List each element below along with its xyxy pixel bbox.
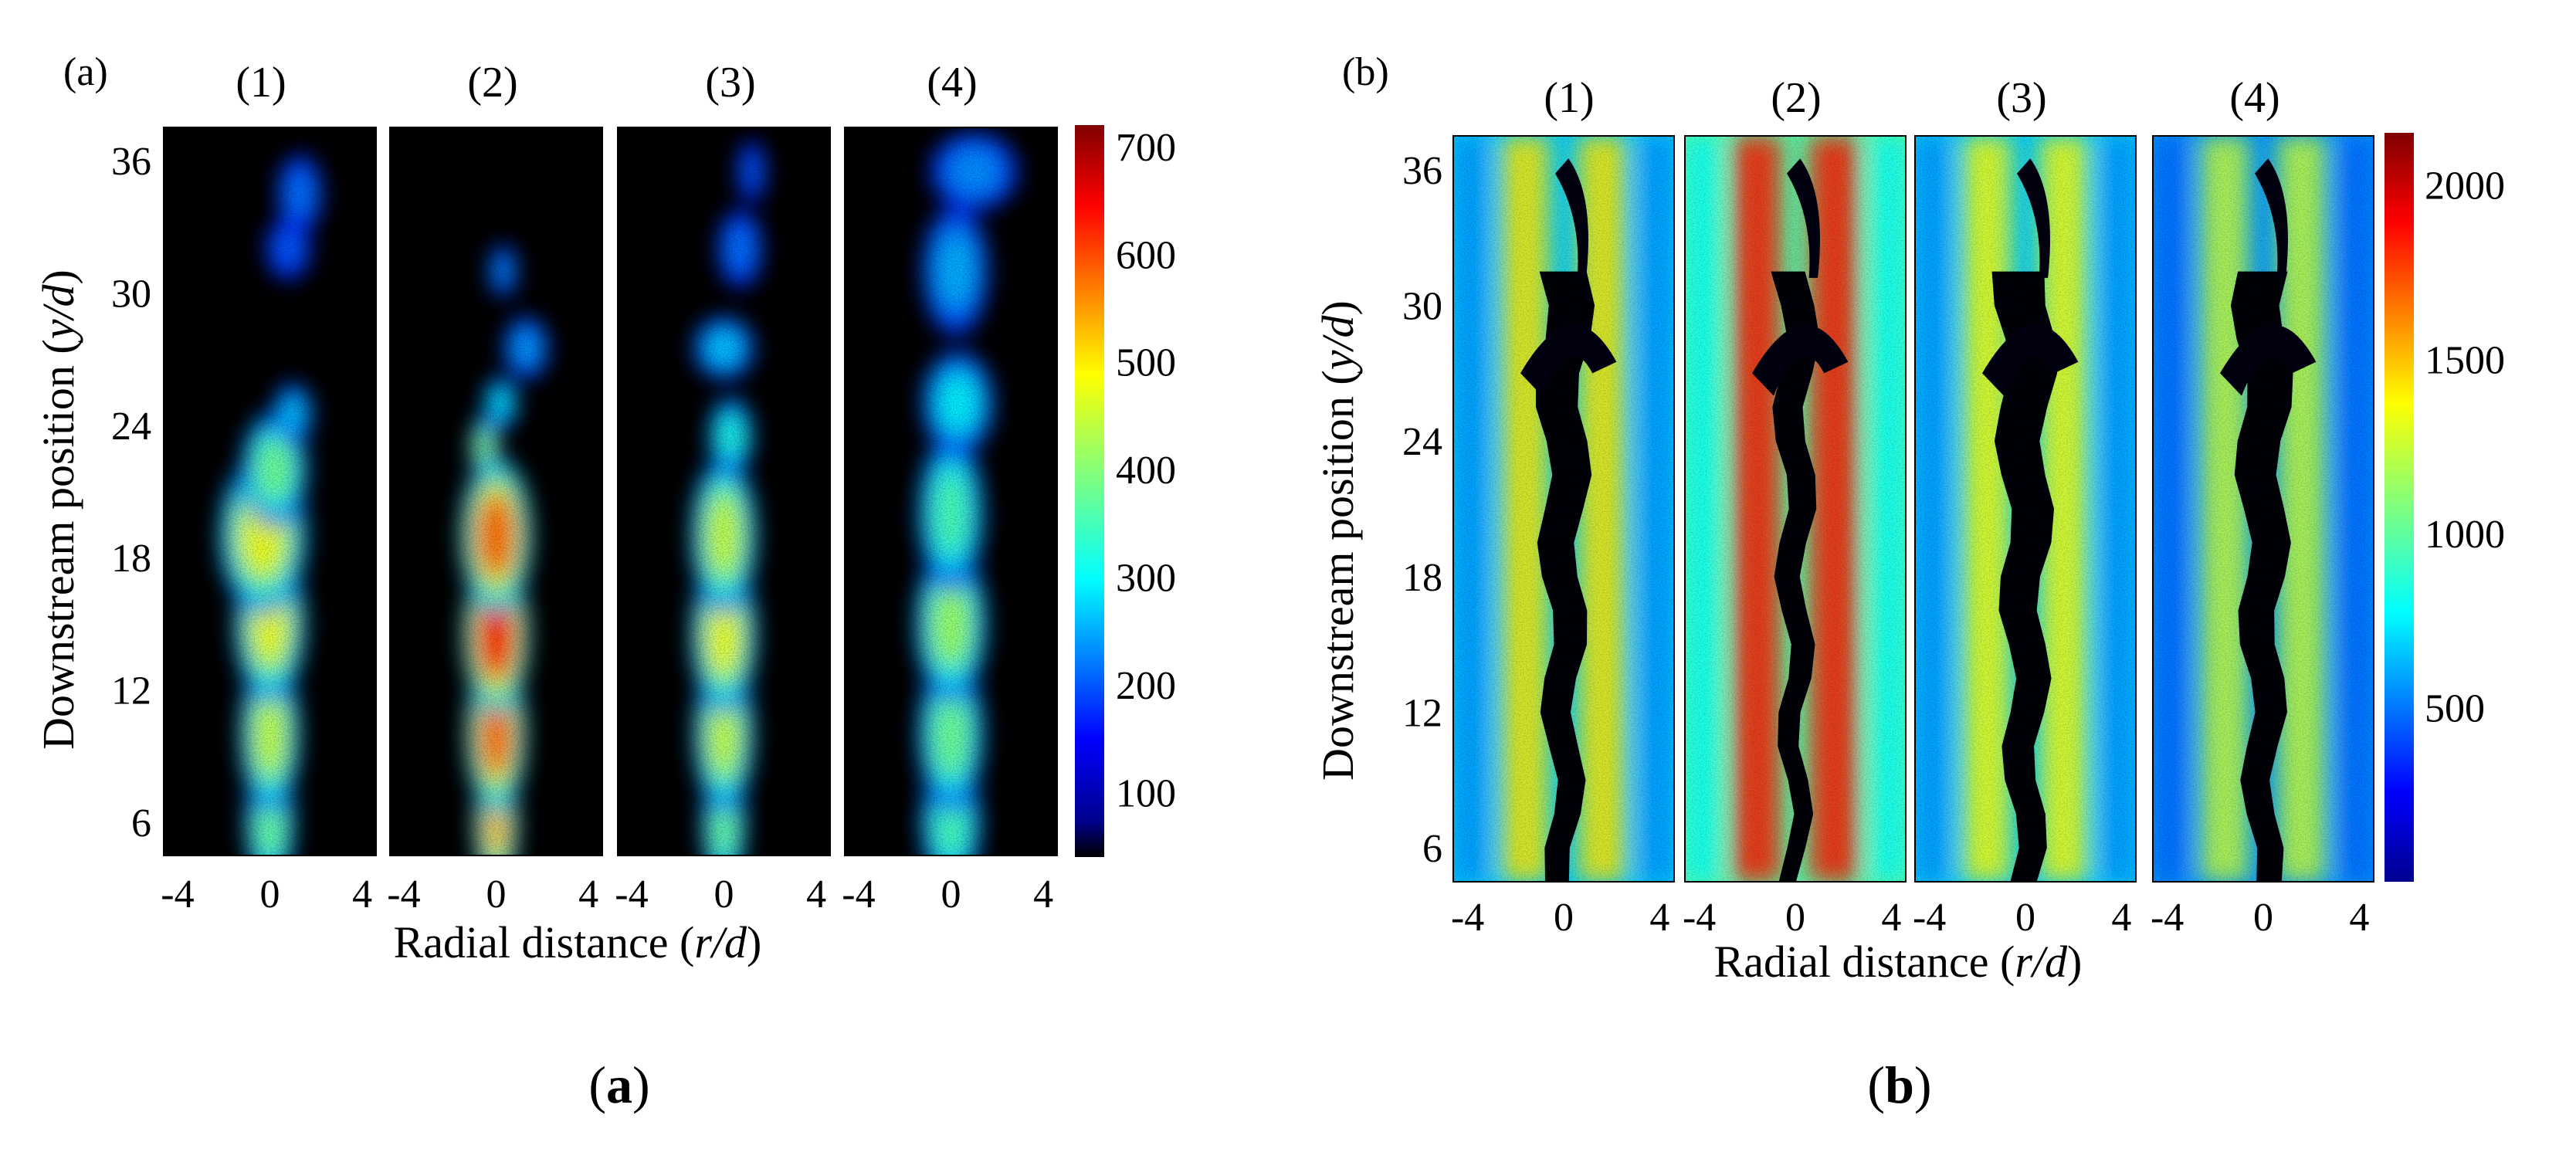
- panel-a-y-tick-labels: 6 12 18 24 30 36: [111, 140, 151, 845]
- colorbar-tick-label: 500: [1116, 341, 1176, 385]
- y-tick-label: 24: [1402, 420, 1442, 464]
- colorbar-tick-label: 600: [1116, 233, 1176, 277]
- y-tick-label: 36: [111, 140, 151, 184]
- colorbar-tick-label: 1500: [2425, 338, 2505, 382]
- x-tick-label: 0: [714, 872, 734, 917]
- heatmap-a3: [618, 127, 830, 856]
- x-tick-label: 0: [1785, 896, 1805, 940]
- x-tick-label: -4: [1451, 896, 1484, 940]
- colorbar-tick-label: 100: [1116, 771, 1176, 815]
- subplot-frame: [163, 127, 377, 856]
- x-tick-label: -4: [842, 872, 875, 917]
- y-tick-label: 18: [111, 537, 151, 581]
- colorbar-tick-label: 400: [1116, 449, 1176, 493]
- colorbar-tick-label: 700: [1116, 126, 1176, 170]
- colorbar-tick-label: 500: [2425, 686, 2485, 730]
- x-tick-label: 4: [806, 872, 826, 917]
- y-tick-label: 12: [1402, 691, 1442, 735]
- subplot-b2-title: (2): [1771, 74, 1821, 122]
- caption-a: (a): [588, 1055, 650, 1114]
- x-tick-label: 0: [2253, 896, 2273, 940]
- subplot-b3-title: (3): [1996, 74, 2046, 122]
- heatmap-b2: [1685, 136, 1906, 882]
- panel-b-y-axis-label: Downstream position (y/d): [1313, 300, 1363, 781]
- panel-b-subplot-titles: (1) (2) (3) (4): [1544, 74, 2279, 122]
- x-tick-label: 0: [486, 872, 507, 917]
- panel-a-subplot-titles: (1) (2) (3) (4): [236, 59, 977, 107]
- subplot-frame: [2152, 135, 2374, 883]
- panel-b-colorbar: [2384, 133, 2414, 882]
- subplot-a2-title: (2): [467, 59, 517, 107]
- panel-b-y-tick-labels: 6 12 18 24 30 36: [1402, 149, 1442, 871]
- x-tick-label: 4: [2111, 896, 2131, 940]
- x-tick-label: 0: [260, 872, 280, 917]
- x-tick-label: 4: [1033, 872, 1053, 917]
- x-tick-label: 0: [1554, 896, 1574, 940]
- x-tick-label: 4: [1649, 896, 1669, 940]
- y-tick-label: 6: [1422, 827, 1442, 871]
- x-tick-label: -4: [1683, 896, 1716, 940]
- caption-b: (b): [1867, 1055, 1932, 1114]
- colorbar-tick-label: 1000: [2425, 513, 2505, 557]
- x-tick-label: 4: [352, 872, 372, 917]
- x-tick-label: -4: [2151, 896, 2184, 940]
- y-tick-label: 12: [111, 669, 151, 713]
- subplot-frame: [844, 127, 1058, 856]
- x-tick-label: 0: [2015, 896, 2035, 940]
- x-tick-label: -4: [615, 872, 648, 917]
- panel-a: (a) (1) (2) (3) (4) 6 12 18 24 30 36 -4 0 4 -4 0 4…: [33, 50, 1176, 967]
- panel-b-x-axis-label: Radial distance (r/d): [1714, 937, 2083, 987]
- heatmap-a2: [390, 127, 602, 856]
- panel-a-colorbar: [1075, 125, 1104, 857]
- colorbar-tick-label: 200: [1116, 664, 1176, 708]
- subplot-a4-title: (4): [927, 59, 977, 107]
- subplot-a1-title: (1): [236, 59, 286, 107]
- panel-b-colorbar-tick-labels: 500 1000 1500 2000: [2425, 164, 2505, 731]
- panel-a-colorbar-tick-labels: 100 200 300 400 500 600 700: [1116, 126, 1176, 815]
- x-tick-label: -4: [1913, 896, 1946, 940]
- subplot-frame: [1914, 135, 2137, 883]
- x-tick-label: -4: [387, 872, 420, 917]
- heatmap-b4: [2153, 136, 2374, 882]
- subplot-frame: [617, 127, 831, 856]
- y-tick-label: 18: [1402, 556, 1442, 600]
- panel-a-x-tick-labels: -4 0 4 -4 0 4 -4 0 4 -4 0 4: [161, 872, 1053, 917]
- x-tick-label: 4: [2349, 896, 2369, 940]
- colorbar-tick-label: 300: [1116, 557, 1176, 601]
- panel-a-y-axis-label: Downstream position (y/d): [33, 269, 83, 750]
- y-tick-label: 24: [111, 405, 151, 449]
- panel-b-x-tick-labels: -4 0 4 -4 0 4 -4 0 4 -4 0 4: [1451, 896, 2369, 940]
- heatmap-a4: [845, 127, 1057, 856]
- panel-a-label: (a): [63, 50, 108, 94]
- x-tick-label: 4: [578, 872, 598, 917]
- panel-b-label: (b): [1342, 50, 1389, 94]
- heatmap-b1: [1453, 136, 1674, 882]
- y-tick-label: 30: [111, 272, 151, 316]
- panel-a-x-axis-label: Radial distance (r/d): [394, 917, 762, 967]
- x-tick-label: 4: [1881, 896, 1901, 940]
- y-tick-label: 6: [131, 801, 151, 845]
- subplot-frame: [389, 127, 603, 856]
- subplot-b1-title: (1): [1544, 74, 1594, 122]
- x-tick-label: -4: [161, 872, 194, 917]
- panel-b-heatmaps: [1452, 135, 2374, 883]
- heatmap-b3: [1915, 136, 2136, 882]
- x-tick-label: 0: [941, 872, 961, 917]
- subplot-frame: [1684, 135, 1907, 883]
- colorbar-tick-label: 2000: [2425, 164, 2505, 208]
- y-tick-label: 30: [1402, 285, 1442, 329]
- y-tick-label: 36: [1402, 149, 1442, 193]
- panel-a-heatmaps: [163, 127, 1058, 856]
- subplot-frame: [1452, 135, 1675, 883]
- subplot-a3-title: (3): [705, 59, 755, 107]
- subplot-b4-title: (4): [2229, 74, 2279, 122]
- panel-b: (b) (1) (2) (3) (4) 6 12 18 24 30 36 -4 0 4 -4 0 4…: [1313, 50, 2505, 987]
- heatmap-a1: [164, 127, 376, 856]
